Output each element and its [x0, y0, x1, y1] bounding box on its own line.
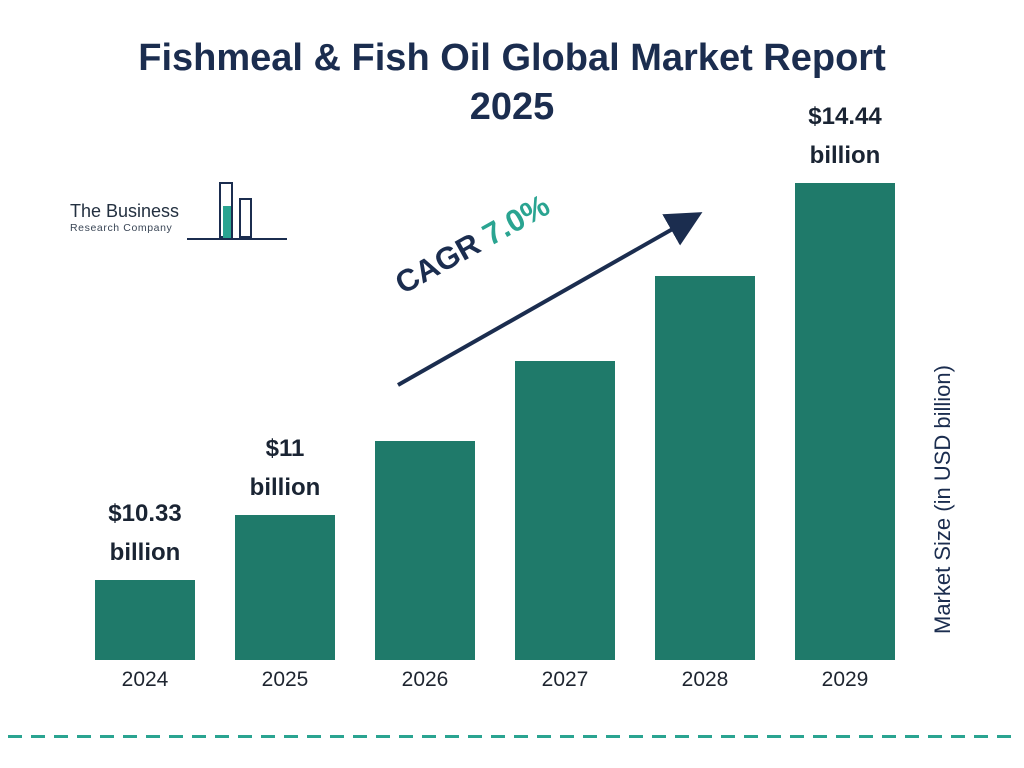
bar-column-2029: $14.44 billion	[795, 98, 895, 660]
x-tick-label-2027: 2027	[541, 668, 589, 691]
bar-value-label-2025: $11 billion	[249, 435, 321, 501]
bar-column-2027	[515, 361, 615, 660]
chart-title-line1: Fishmeal & Fish Oil Global Market Report	[138, 37, 886, 79]
chart-title-line2: 2025	[469, 86, 555, 129]
bar-value-label-2024: $10.33 billion	[108, 500, 182, 566]
bar-column-2028	[655, 276, 755, 660]
bar-chart-logo-icon	[187, 178, 288, 240]
bar-2027	[515, 361, 615, 660]
company-logo: The Business Research Company	[70, 178, 288, 240]
bar-2025	[235, 515, 335, 660]
bar-column-2025: $11 billion	[235, 430, 335, 660]
bar-value-label-2029: $14.44 billion	[808, 103, 882, 169]
logo-name-line1: The Business	[70, 201, 180, 221]
bars-row: $10.33 billion $11 billion $14.44 billion	[95, 100, 895, 660]
footer-dashed-line	[8, 735, 1016, 738]
logo-text: The Business Research Company	[70, 201, 179, 234]
logo-baseline	[187, 238, 288, 240]
y-axis-label: Market Size (in USD billion)	[930, 365, 955, 635]
x-tick-label-2028: 2028	[681, 668, 729, 691]
logo-bar-outline-short	[239, 198, 253, 238]
bar-column-2024: $10.33 billion	[95, 495, 195, 660]
x-tick-label-2026: 2026	[401, 668, 449, 691]
bar-2028	[655, 276, 755, 660]
logo-bar-teal	[223, 206, 232, 238]
bar-2024	[95, 580, 195, 660]
x-labels-row: 2024 2025 2026 2027 2028 2029	[95, 668, 895, 692]
bar-2026	[375, 441, 475, 660]
x-tick-label-2029: 2029	[821, 668, 869, 691]
chart-title: Fishmeal & Fish Oil Global Market Report…	[0, 34, 1024, 133]
x-tick-label-2024: 2024	[121, 668, 169, 691]
logo-name-line2: Research Company	[70, 222, 173, 234]
bar-column-2026	[375, 441, 475, 660]
x-tick-label-2025: 2025	[261, 668, 309, 691]
bar-2029	[795, 183, 895, 660]
